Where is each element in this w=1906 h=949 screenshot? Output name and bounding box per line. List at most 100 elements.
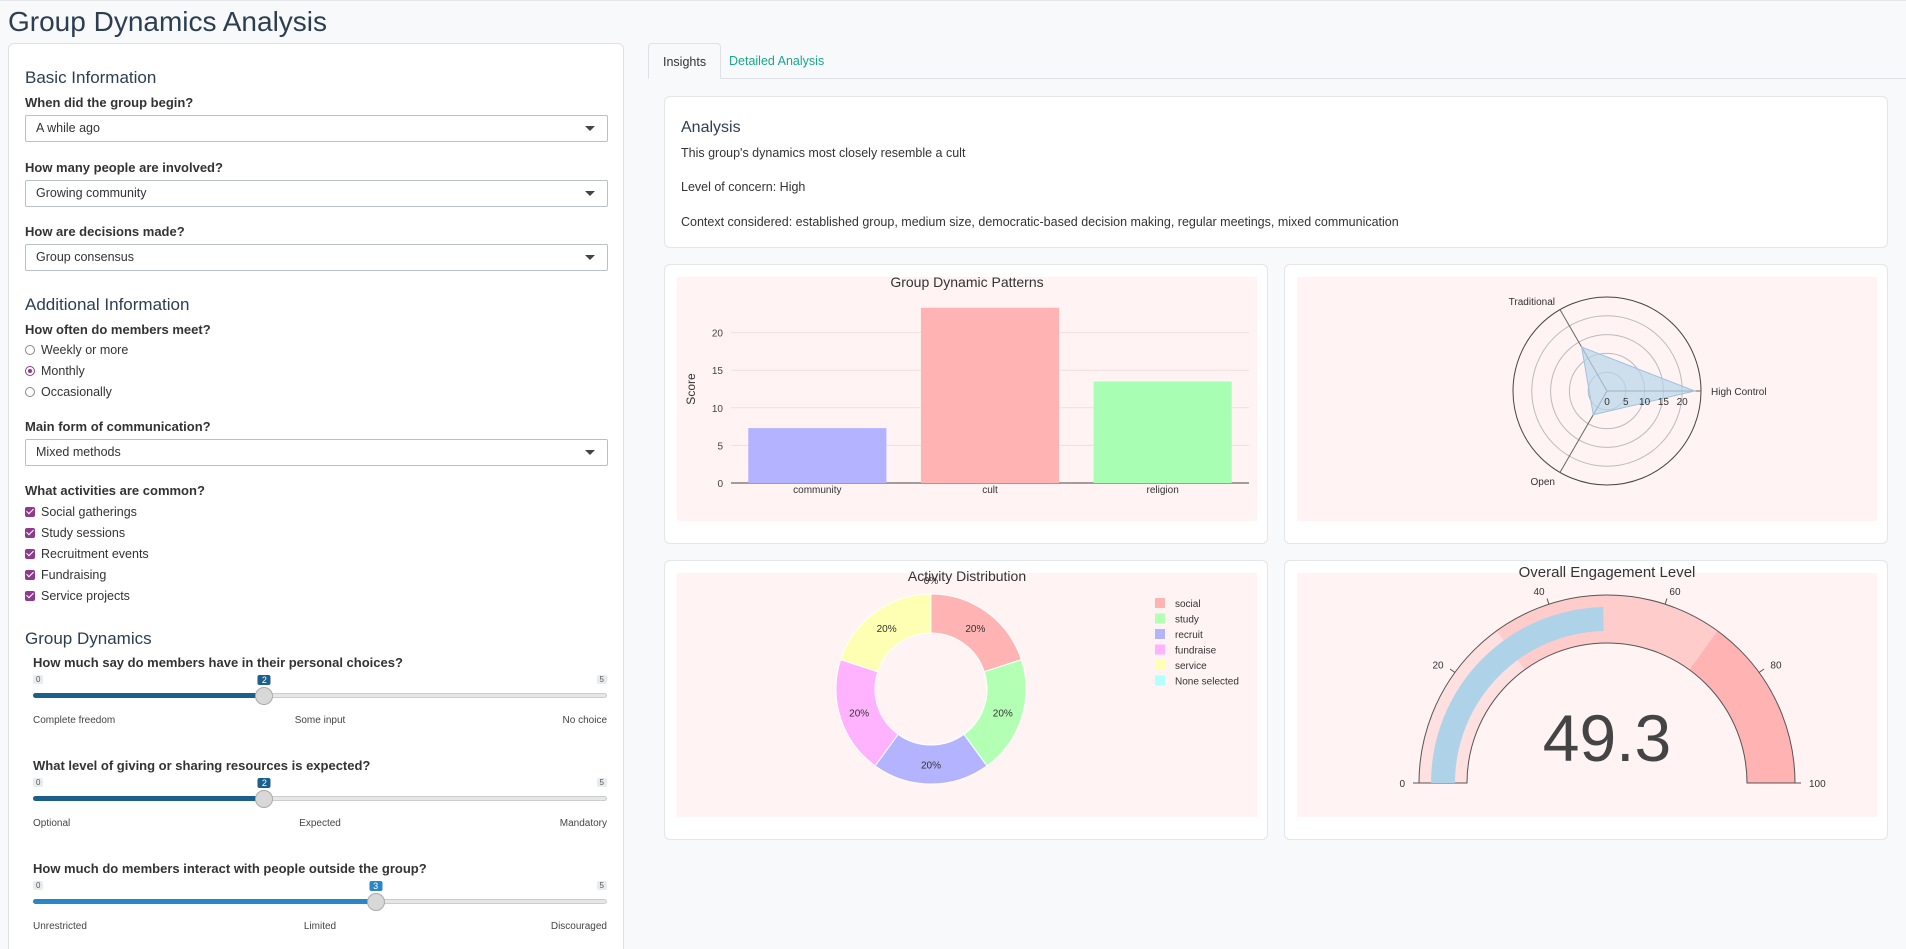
y-tick-label: 15 — [712, 366, 724, 377]
gauge-outline — [1418, 594, 1796, 784]
slider-question-personal-choices: How much say do members have in their pe… — [33, 655, 403, 670]
checkbox-checked-icon[interactable] — [25, 507, 35, 517]
analysis-concern: Level of concern: High — [681, 180, 806, 194]
slider-max-label: 5 — [596, 881, 607, 890]
top-rule — [0, 0, 1906, 1]
checkbox-checked-icon[interactable] — [25, 528, 35, 538]
caret-down-icon — [585, 255, 595, 260]
group-begin-select[interactable]: A while ago — [25, 115, 608, 142]
caret-down-icon — [585, 450, 595, 455]
activity-checkbox-social[interactable]: Social gatherings — [25, 505, 137, 519]
slider-thumb[interactable] — [255, 790, 274, 808]
pie-chart: Activity Distribution 20% 20% 20% 20% 20% 0% so… — [677, 568, 1257, 817]
meet-option-label: Weekly or more — [41, 343, 129, 357]
slider-fill — [33, 796, 265, 801]
checkbox-checked-icon[interactable] — [25, 549, 35, 559]
analysis-card: Analysis This group's dynamics most clos… — [664, 96, 1888, 248]
slider-label-mid: Limited — [303, 921, 337, 932]
gauge-tick-label: 40 — [1533, 587, 1545, 598]
sidebar-panel: Basic Information When did the group beg… — [8, 43, 624, 949]
radial-tick-label: 10 — [1639, 397, 1651, 408]
bar-chart-card: Group Dynamic Patterns 0 5 10 15 20 Score commu… — [664, 264, 1268, 544]
activity-checkbox-study[interactable]: Study sessions — [25, 526, 125, 540]
caret-down-icon — [585, 126, 595, 131]
question-begin: When did the group begin? — [25, 95, 194, 110]
legend-swatch-social — [1155, 598, 1165, 608]
donut-slice-label: 20% — [993, 708, 1013, 719]
gauge-step — [1496, 595, 1718, 670]
slider-thumb[interactable] — [366, 893, 385, 911]
communication-select[interactable]: Mixed methods — [25, 439, 608, 466]
gauge-step — [1689, 630, 1795, 783]
activity-checkbox-recruitment[interactable]: Recruitment events — [25, 547, 149, 561]
checkbox-checked-icon[interactable] — [25, 591, 35, 601]
slider-value-label: 3 — [369, 881, 383, 891]
slider-label-low: Optional — [33, 818, 71, 829]
radial-tick-label: 20 — [1677, 397, 1689, 408]
slider-outside-interaction[interactable]: 0 5 3 Unrestricted Limited Discouraged — [33, 881, 607, 932]
tab-detailed-analysis[interactable]: Detailed Analysis — [729, 54, 825, 68]
legend-label: study — [1175, 615, 1199, 626]
meet-option-occasionally[interactable]: Occasionally — [25, 385, 112, 399]
group-begin-value: A while ago — [36, 121, 100, 135]
radio-selected-icon[interactable] — [25, 366, 35, 376]
group-size-value: Growing community — [36, 186, 147, 200]
activity-checkbox-service[interactable]: Service projects — [25, 589, 130, 603]
group-size-select[interactable]: Growing community — [25, 180, 608, 207]
radio-icon[interactable] — [25, 345, 35, 355]
gauge-tick — [1449, 668, 1456, 673]
analysis-result: This group's dynamics most closely resem… — [681, 146, 966, 160]
donut-slice-label: 20% — [965, 624, 985, 635]
slider-personal-choices[interactable]: 0 5 2 Complete freedom Some input No choice — [33, 675, 607, 726]
caret-down-icon — [585, 191, 595, 196]
slider-resources[interactable]: 0 5 2 Optional Expected Mandatory — [33, 778, 607, 829]
gauge-tick-label: 20 — [1432, 660, 1444, 671]
legend-label: service — [1175, 661, 1207, 672]
meet-option-label: Occasionally — [41, 385, 112, 399]
x-tick-label: religion — [1147, 485, 1179, 496]
radar-axis-label: Traditional — [1509, 297, 1555, 308]
donut-slice-label: 20% — [877, 624, 897, 635]
radar-chart-card: High Control Traditional Open 0 5 10 15 20 — [1284, 264, 1888, 544]
radial-tick-label: 5 — [1623, 397, 1629, 408]
tab-insights[interactable]: Insights — [648, 43, 722, 79]
slider-max-label: 5 — [596, 675, 607, 684]
y-tick-label: 20 — [712, 329, 724, 340]
slider-label-high: No choice — [562, 715, 607, 726]
activity-checkbox-fundraising[interactable]: Fundraising — [25, 568, 106, 582]
radar-area — [1580, 346, 1697, 416]
radial-tick-label: 15 — [1658, 397, 1670, 408]
legend-swatch-study — [1155, 613, 1165, 624]
radio-icon[interactable] — [25, 387, 35, 397]
question-decisions: How are decisions made? — [25, 224, 185, 239]
radar-axis-label: High Control — [1711, 387, 1767, 398]
bar-community — [748, 428, 887, 483]
gauge-chart-card: Overall Engagement Level 0 20 40 60 80 100 49.3 — [1284, 560, 1888, 840]
slider-value-label: 2 — [257, 778, 271, 788]
slider-thumb[interactable] — [255, 687, 274, 705]
decision-select[interactable]: Group consensus — [25, 244, 608, 271]
slider-min-label: 0 — [33, 778, 44, 787]
meet-option-weekly[interactable]: Weekly or more — [25, 343, 128, 357]
y-axis-label: Score — [684, 373, 698, 405]
activity-label: Service projects — [41, 589, 130, 603]
meet-option-monthly[interactable]: Monthly — [25, 364, 85, 378]
radar-axis-label: Open — [1531, 477, 1555, 488]
checkbox-checked-icon[interactable] — [25, 570, 35, 580]
legend-swatch-recruit — [1155, 629, 1165, 639]
radial-tick-label: 0 — [1604, 397, 1610, 408]
gauge-tick — [1664, 598, 1668, 605]
legend-label: fundraise — [1175, 646, 1217, 657]
plot-background — [1297, 277, 1877, 521]
legend-swatch-fundraise — [1155, 644, 1165, 655]
gauge-tick — [1758, 668, 1765, 673]
additional-information-heading: Additional Information — [25, 295, 190, 314]
analysis-heading: Analysis — [681, 119, 741, 136]
page-title: Group Dynamics Analysis — [8, 6, 328, 37]
slider-label-high: Mandatory — [559, 818, 607, 829]
chart-title: Activity Distribution — [908, 568, 1026, 584]
gauge-tick-label: 100 — [1809, 779, 1826, 790]
legend-swatch-None selected — [1155, 675, 1165, 686]
activity-label: Recruitment events — [41, 547, 149, 561]
legend-label: None selected — [1175, 677, 1239, 688]
